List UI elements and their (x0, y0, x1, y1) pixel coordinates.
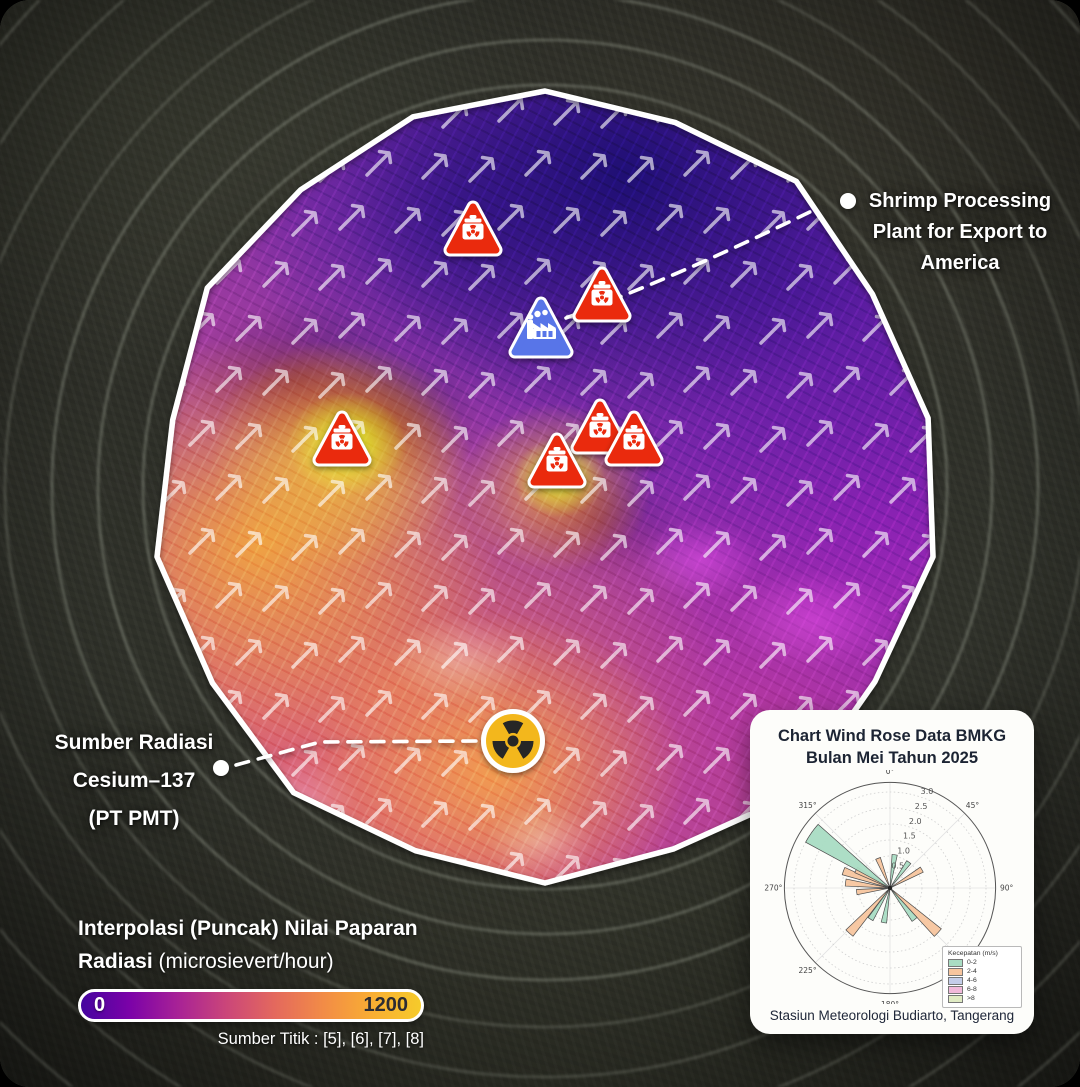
svg-text:0.5: 0.5 (891, 861, 904, 870)
svg-text:315°: 315° (799, 801, 817, 810)
map-markers (312, 200, 664, 773)
svg-text:1.0: 1.0 (897, 847, 910, 856)
svg-text:90°: 90° (1000, 884, 1014, 893)
svg-text:225°: 225° (799, 966, 817, 975)
windrose-legend-item: 0-2 (948, 959, 1016, 967)
svg-text:270°: 270° (764, 884, 782, 893)
legend-swatch (948, 995, 963, 1003)
legend-bin-label: 0-2 (967, 959, 977, 967)
data-source-note: Sumber Titik : [5], [6], [7], [8] (217, 1030, 424, 1048)
windrose-title: Chart Wind Rose Data BMKG Bulan Mei Tahu… (777, 727, 1007, 767)
factory-marker (508, 296, 574, 359)
svg-text:3.0: 3.0 (921, 787, 934, 796)
radiation-waste-marker (527, 432, 587, 489)
legend-title: Interpolasi (Puncak) Nilai Paparan Radia… (78, 917, 418, 973)
windrose-legend-item: 2-4 (948, 968, 1016, 976)
svg-text:2.5: 2.5 (915, 802, 928, 811)
windrose-legend-item: 4-6 (948, 977, 1016, 985)
svg-text:0°: 0° (886, 770, 895, 776)
legend-bin-label: 6-8 (967, 986, 977, 994)
study-area-boundary (154, 88, 936, 886)
windrose-legend-item: >8 (948, 995, 1016, 1003)
legend-swatch (948, 977, 963, 985)
radiation-waste-marker (443, 200, 503, 257)
radiation-scale-legend: Interpolasi (Puncak) Nilai Paparan Radia… (78, 912, 424, 1049)
windrose-legend-item: 6-8 (948, 986, 1016, 994)
source-label-line: (PT PMT) (88, 807, 180, 830)
radiation-colorbar: 0 1200 (78, 989, 424, 1022)
legend-swatch (948, 968, 963, 976)
radiation-waste-marker (604, 410, 664, 467)
colorbar-min-value: 0 (94, 994, 106, 1016)
plant-label-line: America (920, 252, 1000, 274)
windrose-legend-title: Kecepatan (m/s) (948, 950, 998, 957)
colorbar-max-value: 1200 (363, 994, 409, 1016)
source-label-line: Cesium–137 (72, 769, 196, 792)
radioactive-source-marker (481, 709, 545, 773)
windrose-legend: Kecepatan (m/s) 0-2 2-4 4-6 6-8 >8 (942, 946, 1022, 1008)
legend-bin-label: 2-4 (967, 968, 977, 976)
svg-text:1.5: 1.5 (903, 832, 916, 841)
svg-text:180°: 180° (881, 1000, 899, 1004)
plant-label-line: Plant for Export to (872, 221, 1048, 243)
windrose-polar-chart: 0.51.01.52.02.53.00°45°90°135°180°225°27… (764, 770, 1014, 1004)
legend-swatch (948, 986, 963, 994)
radiation-waste-marker (312, 410, 372, 467)
plant-label-line: Shrimp Processing (868, 190, 1052, 212)
svg-text:45°: 45° (966, 801, 980, 810)
windrose-station-label: Stasiun Meteorologi Budiarto, Tangerang (769, 1008, 1015, 1023)
windrose-chart-card: Chart Wind Rose Data BMKG Bulan Mei Tahu… (750, 710, 1034, 1034)
legend-swatch (948, 959, 963, 967)
svg-text:2.0: 2.0 (909, 817, 922, 826)
radiation-waste-marker (570, 398, 630, 455)
radiation-waste-marker (572, 266, 632, 323)
source-annotation-label: Sumber Radiasi Cesium–137 (PT PMT) (36, 724, 232, 838)
legend-bin-label: 4-6 (967, 977, 977, 985)
legend-bin-label: >8 (967, 995, 975, 1003)
plant-annotation-label: Shrimp Processing Plant for Export to Am… (862, 186, 1058, 279)
source-label-line: Sumber Radiasi (54, 731, 214, 754)
